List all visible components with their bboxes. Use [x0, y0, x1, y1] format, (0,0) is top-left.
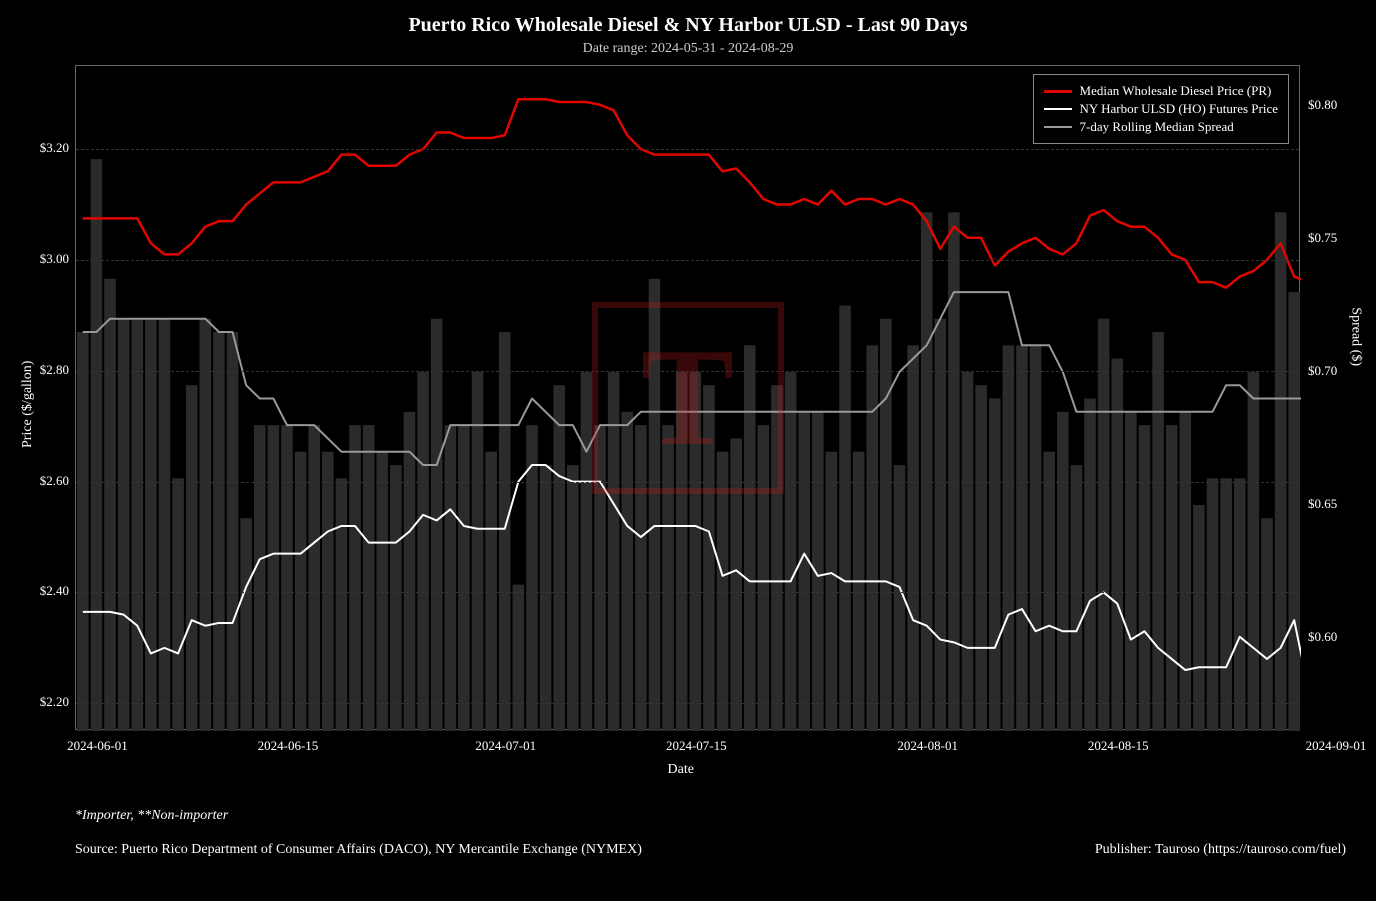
y-right-tick: $0.80 [1308, 97, 1337, 113]
watermark-letter: T [641, 328, 734, 468]
legend-label: NY Harbor ULSD (HO) Futures Price [1080, 101, 1278, 117]
y-right-tick: $0.75 [1308, 230, 1337, 246]
plot-area: T Median Wholesale Diesel Price (PR) NY H… [75, 65, 1300, 730]
legend-swatch [1044, 90, 1072, 93]
y-axis-label-left: Price ($/gallon) [20, 360, 36, 447]
y-left-tick: $2.40 [40, 583, 69, 599]
y-right-tick: $0.65 [1308, 496, 1337, 512]
chart-root: Puerto Rico Wholesale Diesel & NY Harbor… [0, 0, 1376, 901]
legend-label: 7-day Rolling Median Spread [1080, 119, 1234, 135]
y-left-tick: $2.80 [40, 362, 69, 378]
legend-item: Median Wholesale Diesel Price (PR) [1044, 83, 1278, 99]
x-tick: 2024-09-01 [1296, 738, 1376, 754]
x-tick: 2024-06-01 [57, 738, 137, 754]
x-tick: 2024-07-15 [656, 738, 736, 754]
y-left-tick: $3.20 [40, 140, 69, 156]
legend-swatch [1044, 108, 1072, 110]
y-left-tick: $2.20 [40, 694, 69, 710]
footnote: *Importer, **Non-importer [75, 808, 228, 824]
legend-label: Median Wholesale Diesel Price (PR) [1080, 83, 1272, 99]
x-tick: 2024-08-01 [888, 738, 968, 754]
x-axis-label: Date [668, 762, 694, 778]
legend-item: NY Harbor ULSD (HO) Futures Price [1044, 101, 1278, 117]
x-tick: 2024-08-15 [1078, 738, 1158, 754]
x-tick: 2024-06-15 [248, 738, 328, 754]
source-text: Source: Puerto Rico Department of Consum… [75, 842, 642, 858]
legend-item: 7-day Rolling Median Spread [1044, 119, 1278, 135]
y-axis-label-right: Spread ($) [1348, 307, 1364, 366]
y-right-tick: $0.70 [1308, 363, 1337, 379]
chart-subtitle: Date range: 2024-05-31 - 2024-08-29 [0, 37, 1376, 57]
legend-swatch [1044, 126, 1072, 128]
y-left-tick: $3.00 [40, 251, 69, 267]
publisher-text: Publisher: Tauroso (https://tauroso.com/… [1095, 842, 1346, 858]
y-left-tick: $2.60 [40, 473, 69, 489]
watermark: T [592, 302, 784, 494]
chart-title: Puerto Rico Wholesale Diesel & NY Harbor… [0, 0, 1376, 37]
legend: Median Wholesale Diesel Price (PR) NY Har… [1033, 74, 1289, 144]
x-tick: 2024-07-01 [466, 738, 546, 754]
y-right-tick: $0.60 [1308, 629, 1337, 645]
